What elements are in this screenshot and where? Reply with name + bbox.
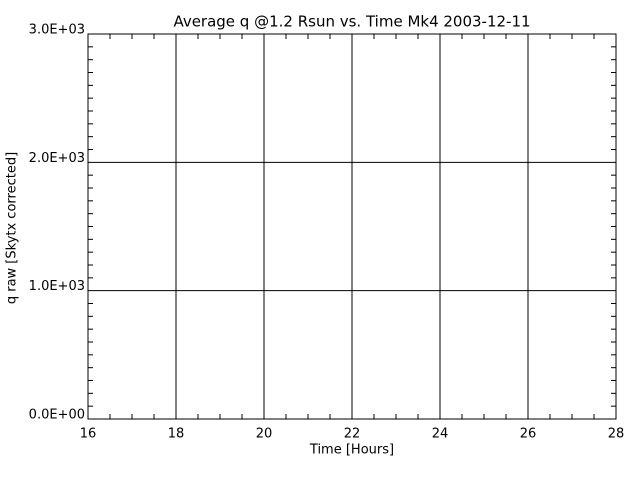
y-axis-label: q raw [Skytx corrected] [5, 152, 20, 304]
x-tick-label: 28 [608, 427, 625, 442]
y-tick-label: 3.0E+03 [29, 23, 85, 38]
y-tick-label: 2.0E+03 [29, 151, 85, 166]
x-tick-label: 24 [432, 427, 449, 442]
x-tick-label: 26 [520, 427, 537, 442]
y-tick-label: 0.0E+00 [29, 408, 85, 423]
y-tick-label: 1.0E+03 [29, 279, 85, 294]
x-axis-label: Time [Hours] [309, 443, 394, 458]
x-tick-label: 22 [344, 427, 361, 442]
x-tick-label: 18 [168, 427, 185, 442]
x-tick-label: 16 [80, 427, 97, 442]
chart-title: Average q @1.2 Rsun vs. Time Mk4 2003-12… [173, 13, 530, 31]
x-tick-label: 20 [256, 427, 273, 442]
